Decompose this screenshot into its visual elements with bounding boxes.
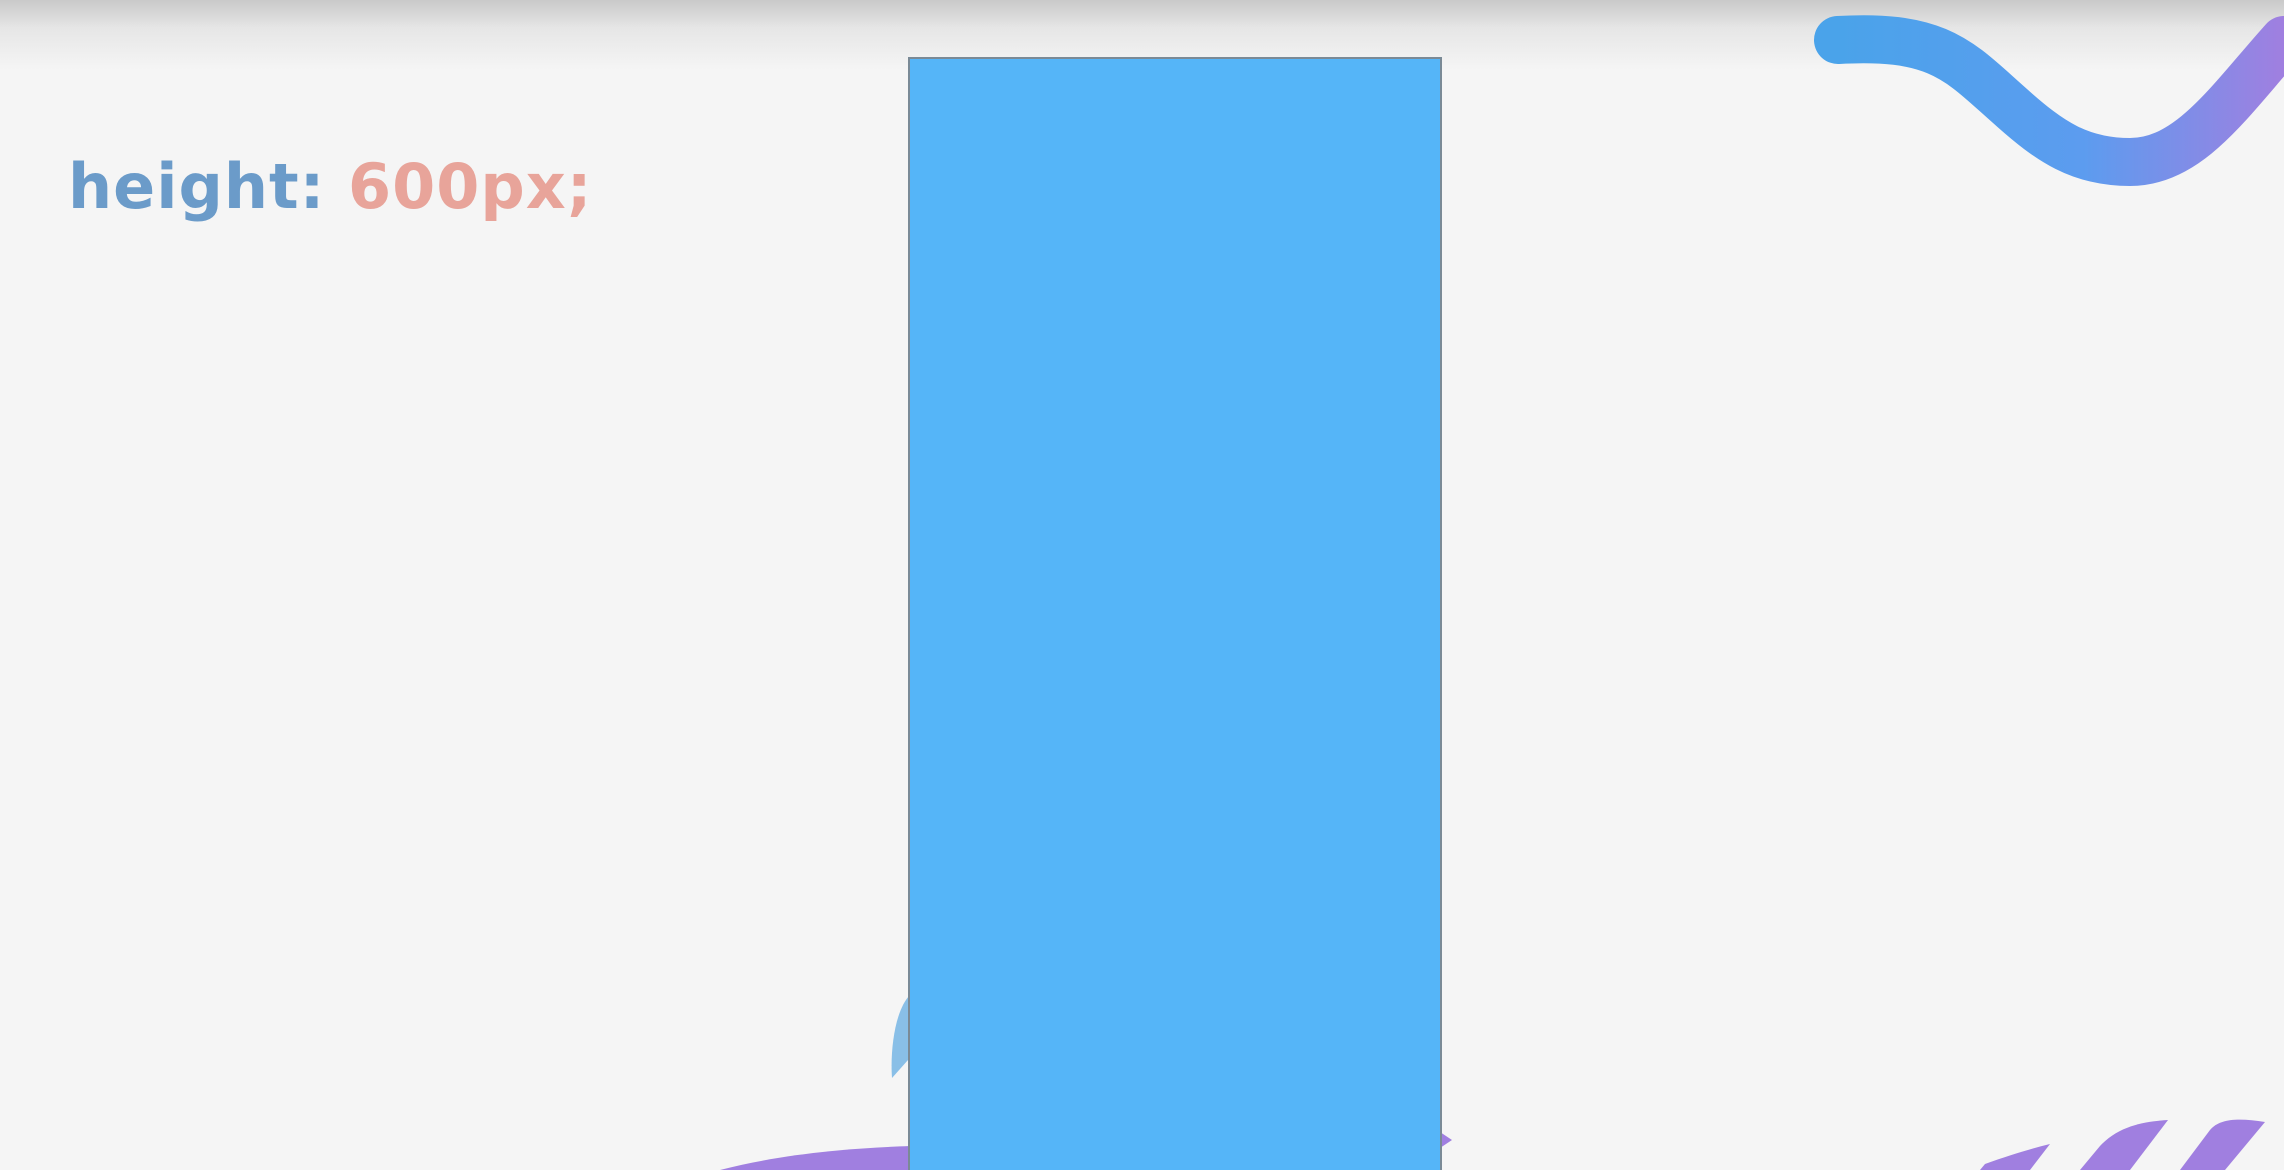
- purple-arc: [720, 1146, 910, 1170]
- purple-arc-right: [1440, 1132, 1452, 1148]
- purple-stripes: [1980, 1119, 2265, 1170]
- css-code-line: height: 600px;: [68, 150, 593, 223]
- css-value: 600px;: [348, 150, 593, 223]
- squiggle-wave: [1814, 15, 2284, 187]
- css-property: height:: [68, 150, 326, 223]
- blue-leaf-shape: [891, 995, 910, 1078]
- demo-box: [908, 57, 1442, 1170]
